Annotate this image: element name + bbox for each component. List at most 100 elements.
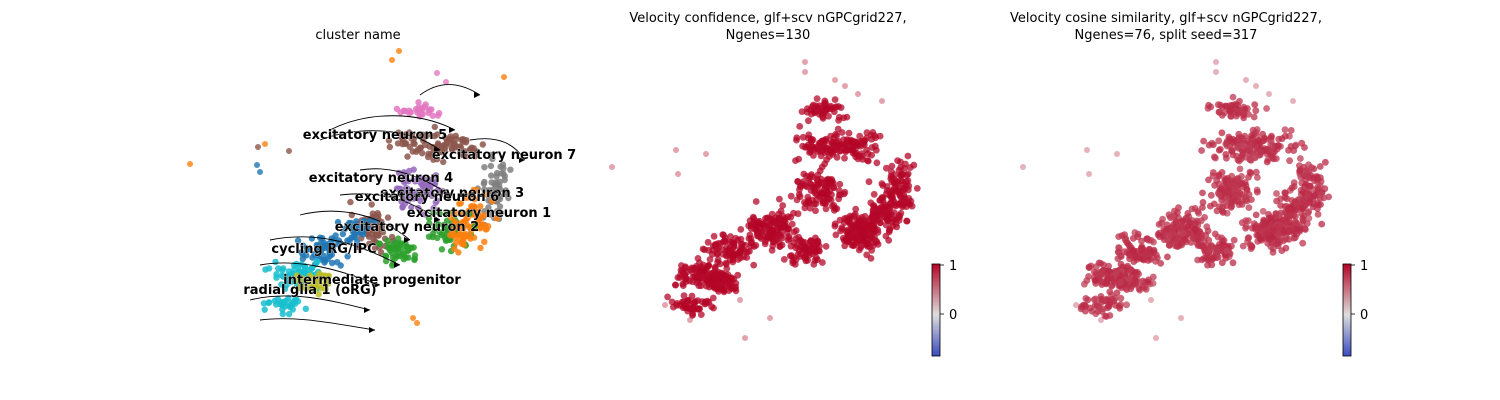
value-point <box>1311 192 1318 200</box>
value-point <box>859 226 867 233</box>
value-outlier-point <box>1243 77 1249 83</box>
value-point <box>768 227 775 235</box>
cluster-point <box>412 105 420 113</box>
cluster-point <box>291 298 298 305</box>
value-point <box>1087 262 1095 270</box>
cluster-point <box>274 295 282 303</box>
value-point <box>1225 133 1233 141</box>
cluster-point <box>435 221 442 228</box>
cluster-point <box>415 99 422 106</box>
value-point <box>1184 210 1192 217</box>
value-point <box>834 125 842 133</box>
cluster-point <box>431 226 438 233</box>
cluster-point <box>454 210 461 217</box>
value-point <box>1131 269 1139 276</box>
value-point <box>699 274 707 281</box>
value-point <box>883 183 891 190</box>
value-point <box>895 166 903 174</box>
value-point <box>1296 167 1303 175</box>
value-point <box>896 192 904 200</box>
value-point <box>1162 227 1170 234</box>
value-point <box>861 137 869 144</box>
cluster-point <box>471 196 478 203</box>
value-point <box>1220 237 1228 244</box>
cluster-point <box>496 195 504 203</box>
value-outlier-point <box>1114 151 1120 157</box>
value-point <box>1222 140 1230 148</box>
value-point <box>886 225 893 233</box>
value-point <box>904 186 912 194</box>
value-outlier-point <box>662 302 668 308</box>
value-point <box>1207 191 1215 199</box>
cluster-outlier-point <box>255 144 261 150</box>
cluster-outlier-point <box>443 79 449 85</box>
value-point <box>1179 230 1186 237</box>
value-point <box>1157 260 1165 267</box>
cluster-point <box>425 214 433 222</box>
value-point <box>1105 262 1112 270</box>
value-point <box>1143 235 1150 243</box>
value-point <box>1255 137 1262 145</box>
streamline <box>419 84 481 96</box>
value-point <box>827 147 834 154</box>
cluster-point <box>471 223 478 230</box>
cluster-point <box>479 141 486 148</box>
cluster-point <box>393 105 401 113</box>
cluster-point <box>306 277 313 285</box>
value-point <box>727 233 734 240</box>
value-outlier-point <box>1098 317 1104 323</box>
cluster-point <box>384 244 392 251</box>
value-outlier-point <box>1178 315 1184 321</box>
cluster-point <box>398 134 405 141</box>
value-point <box>812 207 819 215</box>
value-point <box>1282 189 1289 197</box>
cluster-point <box>297 284 304 292</box>
value-outlier-point <box>802 69 808 75</box>
value-point <box>1227 203 1235 211</box>
cluster-point <box>481 212 488 219</box>
cluster-point <box>481 164 488 171</box>
value-point <box>1298 210 1305 218</box>
value-point <box>1080 301 1087 309</box>
cluster-point <box>471 153 478 160</box>
cluster-point <box>298 249 305 256</box>
value-point <box>737 247 744 255</box>
cluster-point <box>302 305 309 312</box>
value-point <box>697 282 705 290</box>
value-point <box>845 129 853 137</box>
cluster-point <box>501 176 508 184</box>
panel-velocity-cosine: Velocity cosine similarity, glf+scv nGPC… <box>1010 11 1368 357</box>
value-point <box>688 292 696 300</box>
value-point <box>807 135 815 143</box>
value-point <box>801 204 809 212</box>
value-outlier-point <box>1253 83 1259 89</box>
value-point <box>1131 278 1139 286</box>
cluster-outlier-point <box>501 74 507 80</box>
value-point <box>742 241 749 249</box>
value-point <box>1108 282 1116 290</box>
value-point <box>805 117 812 125</box>
value-point <box>1219 204 1226 211</box>
value-point <box>822 205 830 213</box>
cluster-point <box>419 193 426 200</box>
value-point <box>1215 172 1223 180</box>
value-outlier-point <box>1266 91 1272 97</box>
value-point <box>1297 190 1305 198</box>
value-point <box>704 297 711 305</box>
cluster-point <box>406 129 413 136</box>
cluster-point <box>379 229 387 236</box>
cluster-point <box>297 280 304 287</box>
cluster-point <box>466 210 473 217</box>
value-outlier-point <box>879 98 885 104</box>
cluster-point <box>491 189 498 196</box>
value-point <box>1232 197 1240 205</box>
value-point <box>1321 185 1329 193</box>
value-point <box>1129 234 1137 242</box>
cluster-outlier-point <box>257 169 263 175</box>
value-point <box>1277 202 1284 209</box>
streamline-arrowhead <box>474 92 480 98</box>
cluster-point <box>408 204 415 211</box>
value-point <box>1104 270 1111 278</box>
cluster-point <box>266 265 273 272</box>
value-point <box>874 216 882 224</box>
